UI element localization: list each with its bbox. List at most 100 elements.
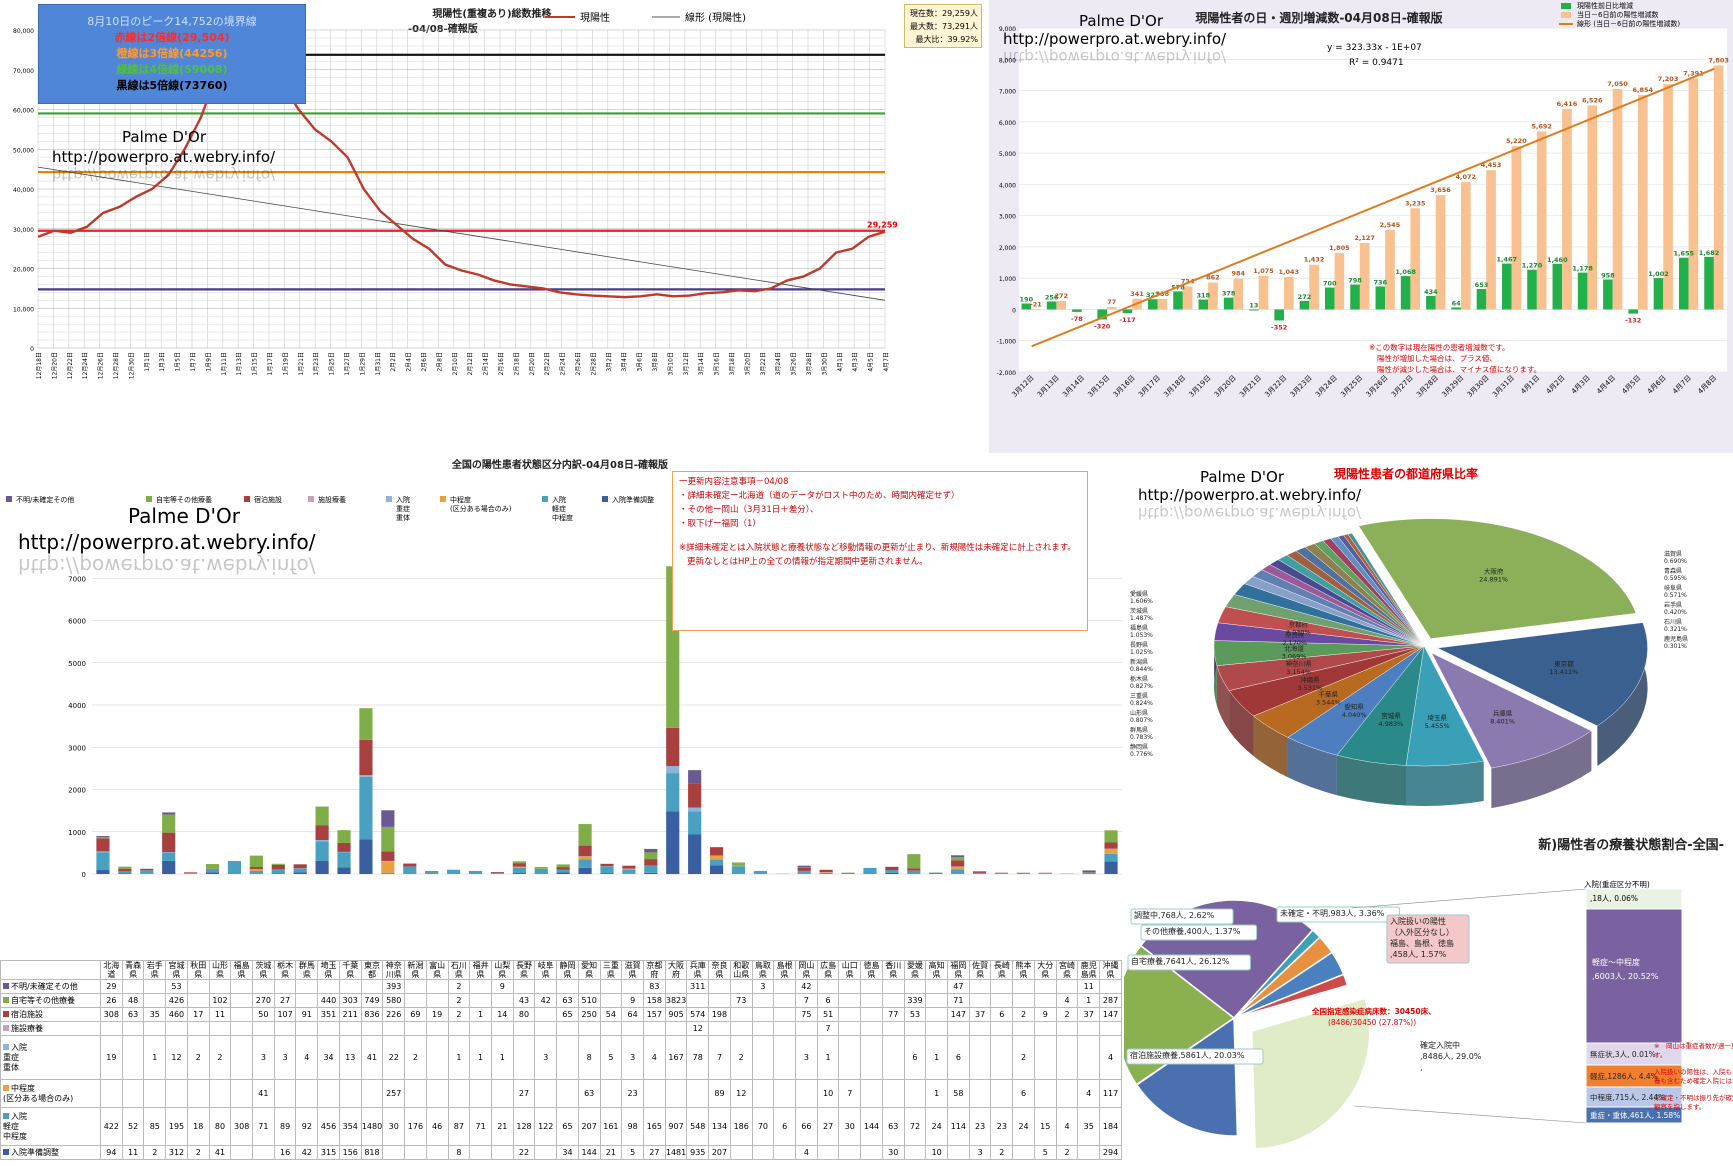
x-tick-label: 3月28日: [806, 352, 813, 375]
side-note: 養も含むため確定入院には含みません。: [1654, 1076, 1733, 1085]
table-cell: 144: [577, 1145, 601, 1160]
table-cell: [925, 1021, 949, 1036]
series-line-active: [37, 55, 886, 299]
legend-label: 入院: [396, 495, 410, 504]
table-cell: 548: [686, 1107, 710, 1146]
slice-value: 0.824%: [1130, 700, 1153, 707]
stack-segment: [140, 870, 154, 874]
x-tick-label: 2月10日: [452, 352, 459, 375]
info-line-green: 緑線は4倍線(59008): [116, 63, 228, 76]
table-header-prefecture: 三重県: [599, 960, 623, 980]
x-tick-label: 3月25日: [1339, 374, 1364, 399]
prefecture-data-table: 北海道 青森県 岩手県 宮城県 秋田県 山形県 福島県 茨城県 栃木県 群馬県 埼玉県 千葉県 東京都神…: [0, 960, 1122, 1160]
stack-segment: [490, 872, 504, 874]
table-cell: 11: [208, 1007, 232, 1022]
update-notes-box: 一更新内容注意事項－04/08 ・詳細未確定ー北海道（道のデータがロスト中のため…: [672, 471, 1088, 631]
table-header-prefecture: 福井県: [469, 960, 492, 980]
bar-daily: [1375, 286, 1386, 310]
table-cell: 7: [708, 1035, 731, 1080]
slice-value: 8.401%: [1490, 717, 1515, 725]
y-tick-label: 4000: [68, 702, 86, 710]
bar-daily: [1173, 291, 1183, 310]
stack-segment: [337, 842, 351, 852]
note-line: 陽性が増加した場合は、プラス値、: [1377, 353, 1497, 363]
y-tick-label: 70,000: [13, 68, 34, 75]
table-cell: [360, 1021, 384, 1036]
pie-slice-side: [1253, 716, 1288, 778]
table-cell: 10: [925, 1145, 949, 1160]
table-cell: 7: [816, 1021, 840, 1036]
table-cell: 161: [599, 1107, 623, 1146]
stack-segment: [600, 866, 614, 874]
note-line: ※詳細未確定とは入院状態と療養状態など移動情報の更新が止まり、新規陽性は未確定に…: [679, 543, 1076, 553]
table-cell: [425, 1035, 449, 1080]
table-cell: 250: [577, 1007, 601, 1022]
table-cell: [165, 1021, 188, 1036]
table-cell: 2: [1055, 1145, 1079, 1160]
stack-segment: [578, 867, 592, 874]
stack-segment: [512, 861, 526, 864]
bar-weekly: [1157, 298, 1168, 310]
table-cell: [860, 1145, 883, 1160]
trend-line: [37, 166, 886, 301]
slice-label: 奈良県: [1285, 630, 1305, 639]
table-cell: [1012, 1021, 1035, 1036]
label-box: [1126, 1048, 1264, 1065]
table-cell: [1099, 979, 1122, 994]
plot-area: [1019, 28, 1727, 372]
x-tick-label: 3月13日: [1036, 374, 1061, 399]
legend-label: 中程度: [552, 513, 573, 522]
label-box: [1386, 914, 1470, 964]
table-cell: [1012, 993, 1035, 1008]
bar-weekly: [1208, 282, 1218, 310]
legend-label: (区分ある場合のみ): [450, 504, 512, 513]
x-tick-label: 3月16日: [1112, 374, 1137, 399]
table-cell: [751, 1021, 775, 1036]
bar-weekly: [1536, 131, 1547, 310]
stack-segment: [600, 863, 614, 867]
slice-label: 愛媛県: [1130, 590, 1148, 598]
stack-segment: [249, 855, 263, 868]
table-cell: [621, 1021, 644, 1036]
table-cell: 7: [795, 993, 818, 1008]
stack-segment: [907, 870, 921, 874]
x-tick-label: 2月16日: [498, 352, 505, 375]
table-cell: [121, 979, 145, 994]
table-cell: [317, 1079, 340, 1108]
stack-segment: [205, 864, 220, 869]
table-cell: [338, 1021, 362, 1036]
table-cell: [295, 993, 319, 1008]
legend-swatch: [602, 496, 608, 502]
x-tick-label: 4月1日: [1519, 374, 1541, 396]
note-line: 更新なしとはHP上の全ての情報が指定期間中更新されません。: [687, 557, 928, 567]
legend-label: 入院準備調整: [612, 495, 654, 504]
table-cell: [990, 1079, 1014, 1108]
x-tick-label: 3月27日: [1390, 374, 1415, 399]
table-cell: 4: [795, 1145, 818, 1160]
stack-segment: [885, 866, 899, 871]
pie-slice-side: [1336, 755, 1407, 806]
bar-daily: [1628, 309, 1638, 314]
table-cell: 53: [165, 979, 188, 994]
table-cell: 354: [338, 1107, 362, 1146]
x-tick-label: 1月29日: [359, 352, 366, 375]
stack-segment: [600, 873, 614, 874]
stack-segment: [205, 868, 220, 873]
bar-weekly: [1460, 182, 1471, 310]
slice-value: 0.827%: [1130, 683, 1153, 690]
table-cell: [425, 1079, 449, 1108]
threshold-info-box: 8月10日のピーク14,752の境界線 赤線は2倍線(29,504) 橙線は3倍…: [38, 4, 306, 104]
table-cell: 30: [382, 1107, 406, 1146]
table-cell: [512, 979, 536, 994]
table-cell: [1077, 1035, 1101, 1080]
x-tick-label: 2月12日: [467, 352, 474, 375]
data-label-daily: 1,178: [1572, 265, 1593, 273]
legend-swatch: [1561, 12, 1571, 18]
x-tick-label: 2月6日: [421, 352, 428, 372]
bar-daily: [1501, 263, 1512, 310]
table-cell: 72: [903, 1107, 927, 1146]
table-cell: [121, 1079, 145, 1108]
legend-swatch: [542, 496, 548, 502]
table-cell: 12: [729, 1079, 753, 1108]
y-tick-label: 2000: [68, 787, 86, 795]
